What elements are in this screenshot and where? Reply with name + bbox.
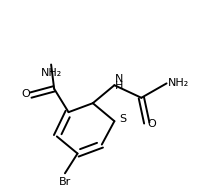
- Text: NH₂: NH₂: [41, 68, 62, 78]
- Text: N: N: [115, 74, 124, 84]
- Text: S: S: [119, 114, 127, 124]
- Text: NH₂: NH₂: [167, 78, 189, 88]
- Text: H: H: [115, 81, 124, 91]
- Text: O: O: [21, 89, 30, 99]
- Text: Br: Br: [59, 177, 71, 186]
- Text: O: O: [148, 119, 156, 129]
